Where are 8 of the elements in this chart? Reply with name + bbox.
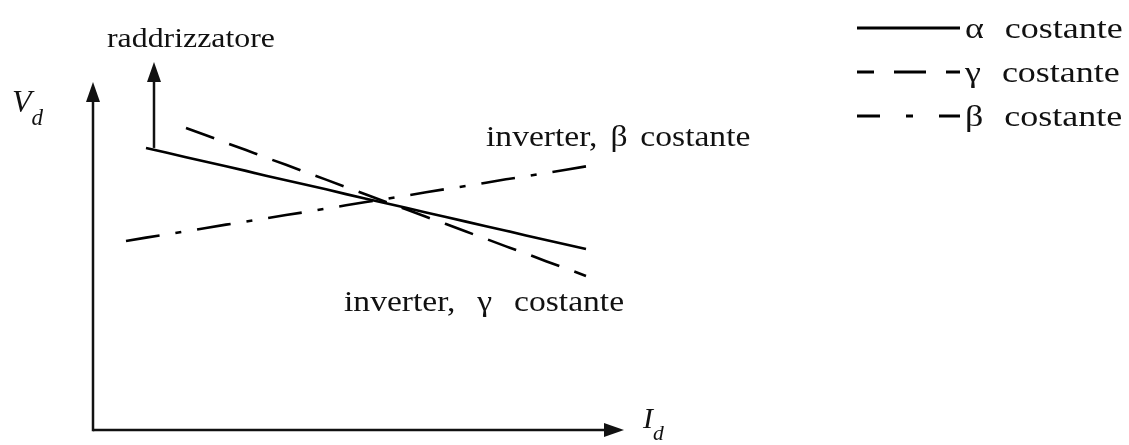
annotation: inverter, β costante bbox=[486, 119, 751, 153]
x-axis-title: I$_{d}$ bbox=[642, 401, 664, 445]
legend-label: β costante bbox=[965, 98, 1123, 133]
legend-label: α costante bbox=[965, 10, 1123, 45]
legend-label: γ costante bbox=[963, 54, 1120, 89]
y-axis-title: V$_{d}$ bbox=[12, 83, 44, 130]
annotation: inverter, γ costante bbox=[344, 284, 625, 318]
text: raddrizzatore bbox=[107, 23, 275, 53]
